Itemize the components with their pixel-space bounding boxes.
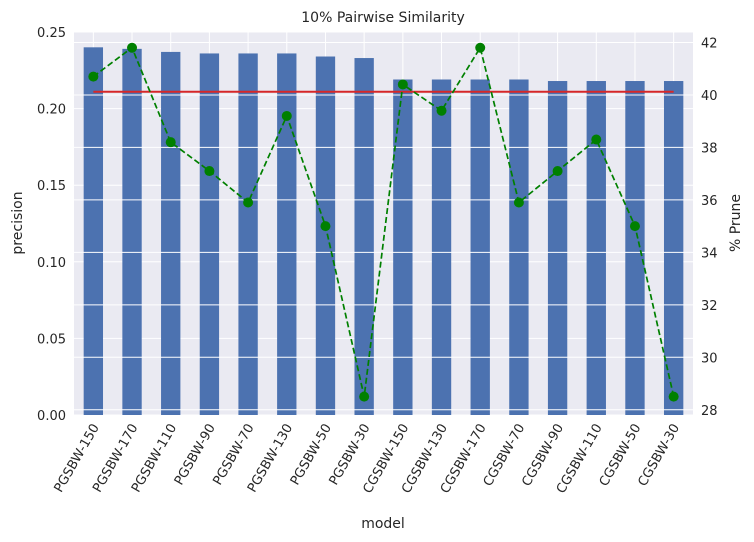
y2-tick-label: 34 <box>701 246 718 261</box>
prune-point <box>552 166 563 177</box>
bar <box>354 58 374 415</box>
bar <box>470 79 490 415</box>
prune-point <box>204 166 215 177</box>
bar <box>277 53 297 416</box>
prune-point <box>397 79 408 90</box>
bar <box>431 79 452 415</box>
right-grid <box>74 41 693 411</box>
y2-tick-label: 30 <box>701 351 718 366</box>
bar <box>238 53 258 416</box>
prune-point <box>88 71 99 82</box>
bar <box>122 48 142 416</box>
bar <box>393 79 413 415</box>
bar <box>83 47 104 415</box>
prune-point <box>629 221 640 232</box>
chart-title: 10% Pairwise Similarity <box>301 10 465 26</box>
bar <box>199 53 220 416</box>
prune-point <box>591 134 602 145</box>
y2-tick-label: 32 <box>701 299 718 314</box>
bar <box>663 81 684 416</box>
y2-tick-label: 40 <box>701 89 718 104</box>
y-tick-label: 0.15 <box>37 179 66 194</box>
y-tick-label: 0.05 <box>37 332 66 347</box>
y-axis-label: precision <box>10 191 26 254</box>
x-axis-label: model <box>361 516 405 532</box>
bar <box>161 51 181 415</box>
prune-line <box>92 45 675 397</box>
bar <box>315 56 336 416</box>
bar <box>586 81 606 416</box>
y-tick-label: 0.20 <box>37 103 66 118</box>
bar <box>547 81 568 416</box>
prune-point <box>475 42 486 53</box>
prune-point <box>281 110 292 121</box>
y-tick-label: 0.00 <box>37 409 66 424</box>
prune-point <box>359 391 370 402</box>
prune-point <box>165 137 176 148</box>
prune-point <box>243 197 254 208</box>
bar <box>625 81 645 416</box>
prune-point <box>513 197 524 208</box>
y-tick-label: 0.10 <box>37 256 66 271</box>
prune-line-layer <box>88 42 679 402</box>
y2-tick-label: 36 <box>701 194 718 209</box>
y2-tick-label: 38 <box>701 141 718 156</box>
y2-tick-label: 28 <box>701 404 718 419</box>
bar <box>509 79 529 415</box>
prune-point <box>320 221 331 232</box>
prune-point <box>436 105 447 116</box>
y2-axis-label: % Prune <box>728 194 744 252</box>
y2-tick-label: 42 <box>701 36 718 51</box>
y-tick-label: 0.25 <box>37 26 66 41</box>
prune-point <box>127 42 138 53</box>
prune-point <box>668 391 679 402</box>
